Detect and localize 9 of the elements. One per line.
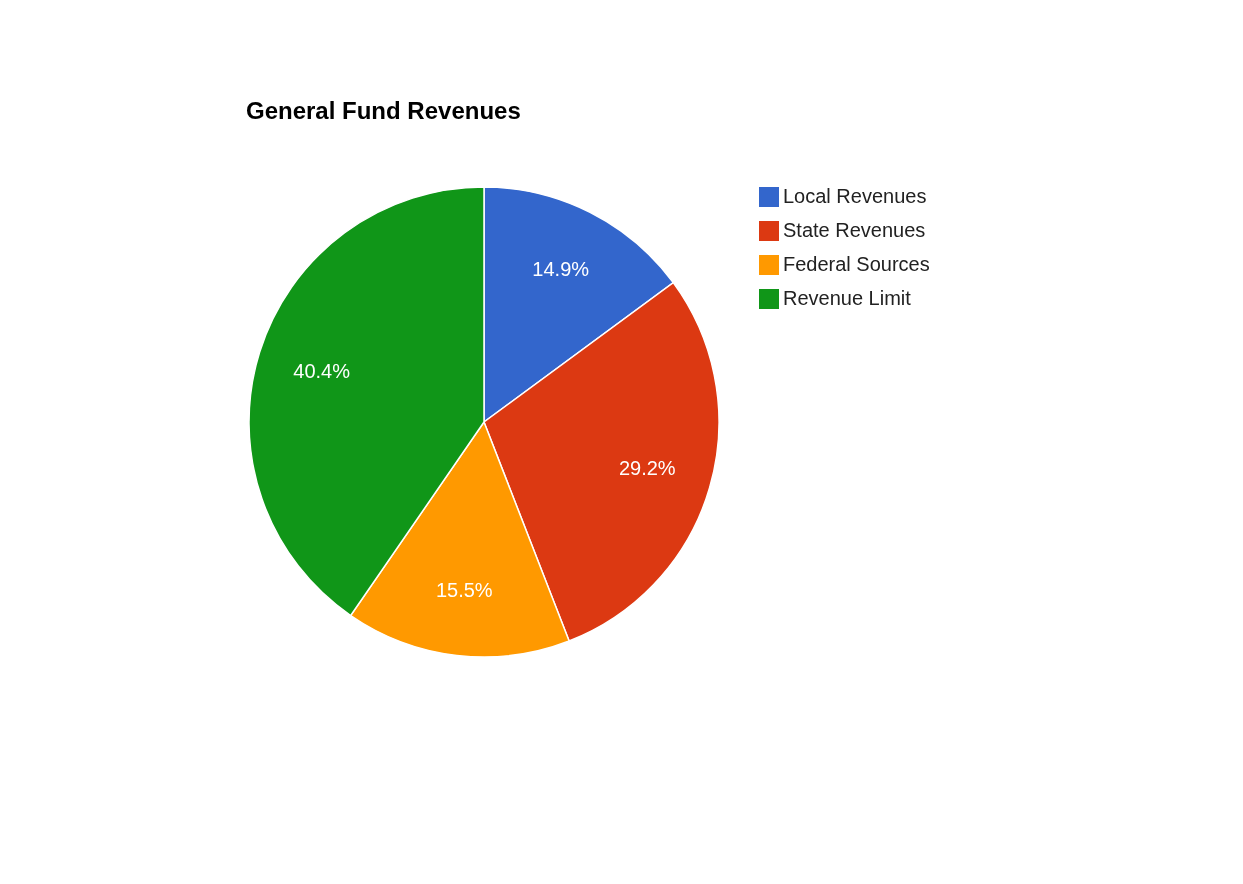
data-label: 14.9% — [532, 258, 590, 281]
data-label: 29.2% — [618, 457, 676, 480]
legend-label: Revenue Limit — [783, 287, 912, 309]
data-label: 40.4% — [293, 359, 351, 382]
legend-label: Federal Sources — [783, 253, 930, 275]
chart-title: General Fund Revenues — [246, 97, 521, 124]
legend-label: Local Revenues — [783, 185, 927, 207]
legend-label: State Revenues — [783, 219, 926, 241]
data-label: 15.5% — [435, 578, 493, 601]
